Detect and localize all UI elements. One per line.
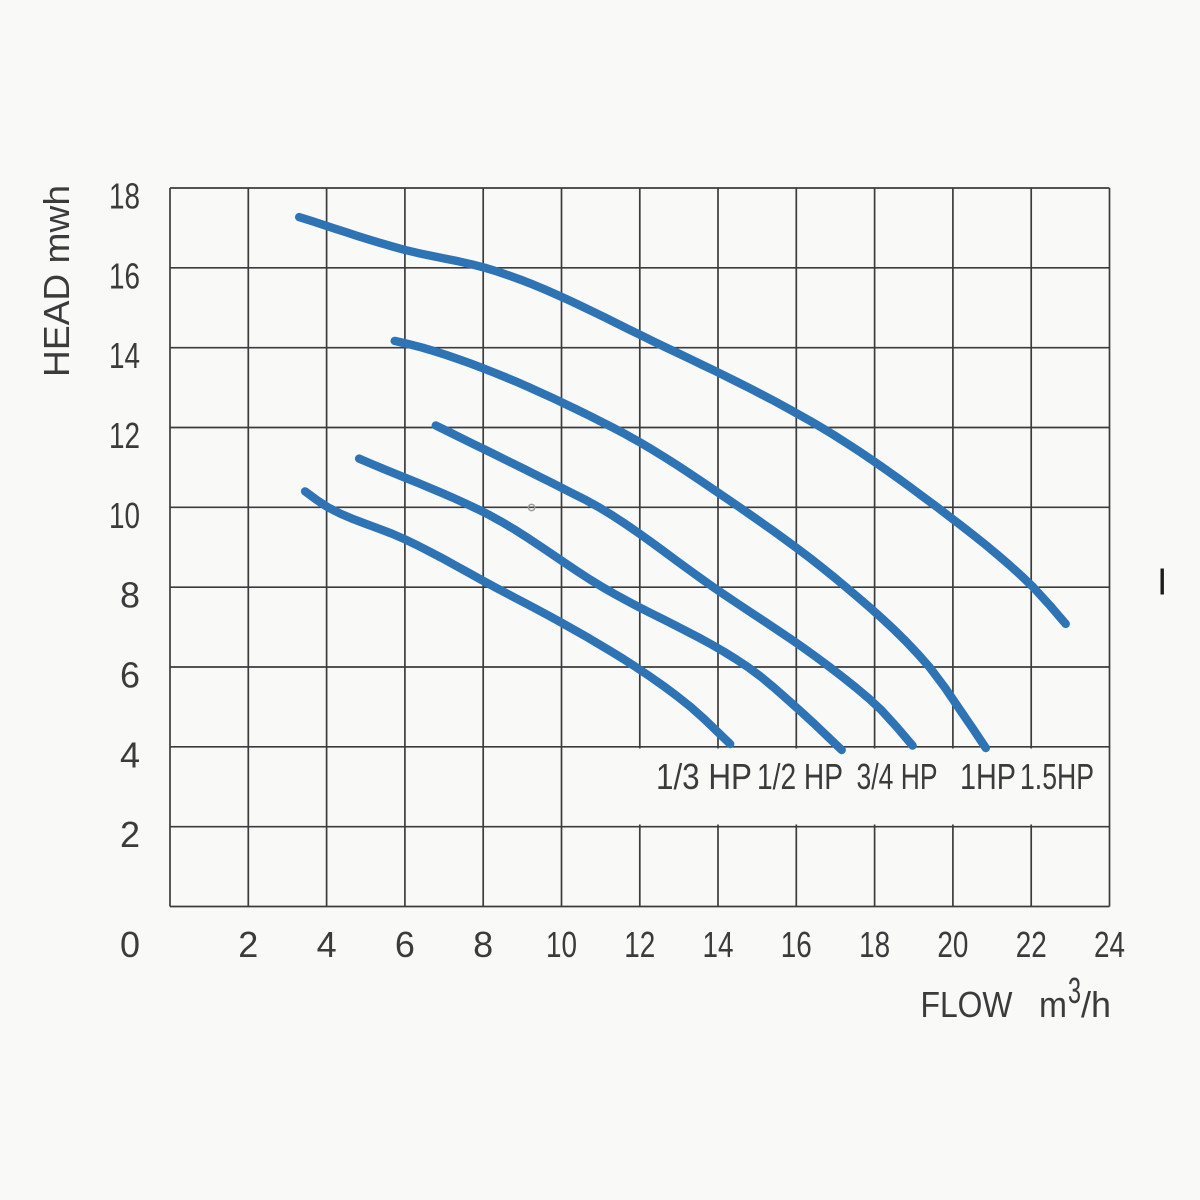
svg-text:12: 12: [109, 415, 140, 456]
svg-text:24: 24: [1094, 924, 1125, 965]
svg-text:4: 4: [317, 924, 337, 965]
svg-text:8: 8: [120, 575, 140, 616]
svg-text:18: 18: [859, 924, 890, 965]
svg-text:2: 2: [120, 814, 140, 855]
svg-text:18: 18: [109, 176, 140, 217]
svg-text:m: m: [1039, 984, 1067, 1025]
svg-text:8: 8: [473, 924, 493, 965]
svg-text:16: 16: [781, 924, 812, 965]
svg-text:4: 4: [120, 734, 140, 775]
svg-text:HEAD mwh: HEAD mwh: [36, 185, 77, 377]
svg-text:3: 3: [1068, 970, 1081, 1011]
svg-text:14: 14: [703, 924, 734, 965]
svg-text:1/3 HP: 1/3 HP: [656, 756, 752, 797]
svg-text:1/2 HP: 1/2 HP: [757, 756, 843, 797]
svg-text:6: 6: [395, 924, 415, 965]
svg-text:2: 2: [238, 924, 258, 965]
svg-text:1.5HP: 1.5HP: [1020, 756, 1094, 797]
svg-text:20: 20: [937, 924, 968, 965]
svg-text:14: 14: [109, 335, 140, 376]
svg-text:16: 16: [109, 255, 140, 296]
svg-text:1HP: 1HP: [960, 756, 1016, 797]
svg-text:/: /: [1081, 984, 1091, 1025]
svg-text:12: 12: [624, 924, 655, 965]
svg-text:22: 22: [1016, 924, 1047, 965]
svg-text:FLOW: FLOW: [921, 984, 1013, 1025]
svg-text:6: 6: [120, 655, 140, 696]
svg-text:10: 10: [109, 495, 140, 536]
svg-text:0: 0: [120, 924, 140, 965]
svg-text:3/4 HP: 3/4 HP: [857, 756, 938, 797]
svg-text:h: h: [1091, 984, 1111, 1025]
svg-text:10: 10: [546, 924, 577, 965]
